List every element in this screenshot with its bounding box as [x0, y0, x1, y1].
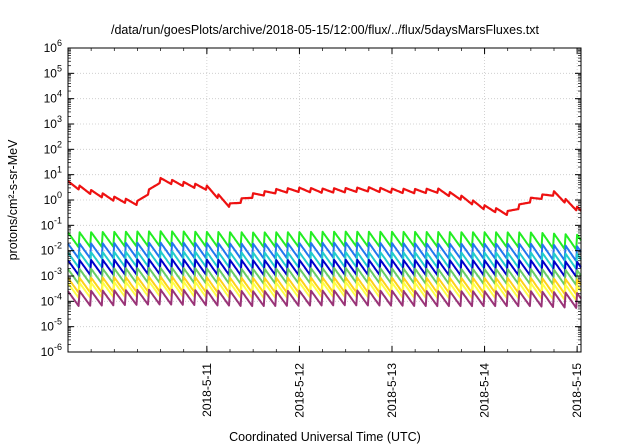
y-tick-base: 10: [44, 41, 58, 55]
y-tick-label: 103: [44, 114, 62, 131]
y-tick-exponent: -6: [54, 342, 62, 352]
y-tick-base: 10: [44, 92, 58, 106]
y-tick-base: 10: [44, 66, 58, 80]
y-tick-label: 10-3: [41, 266, 62, 283]
grid: [68, 48, 581, 352]
x-tick-label: 2018-5-11: [200, 363, 214, 417]
y-tick-exponent: 2: [57, 139, 62, 149]
y-tick-labels: 10610510410310210110010-110-210-310-410-…: [41, 38, 62, 359]
y-tick-base: 10: [41, 294, 55, 308]
y-tick-base: 10: [41, 218, 55, 232]
y-tick-base: 10: [44, 117, 58, 131]
y-tick-label: 106: [44, 38, 62, 55]
y-tick-exponent: 5: [57, 63, 62, 73]
y-tick-exponent: -3: [54, 266, 62, 276]
y-tick-exponent: -4: [54, 291, 62, 301]
y-tick-label: 104: [44, 89, 62, 106]
y-tick-exponent: 0: [57, 190, 62, 200]
y-tick-exponent: 1: [57, 165, 62, 175]
x-tick-label: 2018-5-13: [385, 363, 399, 418]
y-tick-exponent: 4: [57, 89, 62, 99]
y-tick-label: 10-4: [41, 291, 62, 308]
y-tick-label: 100: [44, 190, 62, 207]
y-tick-exponent: 6: [57, 38, 62, 48]
series-layer: [67, 176, 582, 309]
y-tick-exponent: -2: [54, 241, 62, 251]
series-line-1: [67, 176, 582, 216]
x-tick-label: 2018-5-12: [292, 363, 306, 418]
y-tick-label: 102: [44, 139, 62, 156]
y-tick-exponent: -5: [54, 317, 62, 327]
y-tick-base: 10: [44, 142, 58, 156]
series-line-3: [67, 241, 582, 263]
y-tick-base: 10: [44, 193, 58, 207]
y-tick-label: 10-5: [41, 317, 62, 334]
y-tick-exponent: -1: [54, 215, 62, 225]
plot-frame: [67, 47, 582, 353]
y-tick-label: 10-2: [41, 241, 62, 258]
y-tick-base: 10: [44, 168, 58, 182]
y-tick-base: 10: [41, 244, 55, 258]
y-tick-label: 105: [44, 63, 62, 80]
y-tick-base: 10: [41, 320, 55, 334]
y-tick-exponent: 3: [57, 114, 62, 124]
series-line-9: [67, 288, 582, 309]
x-tick-labels: 2018-5-11 2018-5-12 2018-5-13 2018-5-14 2018…: [200, 363, 584, 418]
x-tick-label: 2018-5-14: [478, 363, 492, 418]
y-tick-label: 10-6: [41, 342, 62, 359]
y-axis-label: protons/cm²-s-sr-MeV: [6, 139, 20, 261]
x-axis-label: Coordinated Universal Time (UTC): [229, 430, 421, 444]
x-tick-label: 2018-5-15: [570, 363, 584, 418]
chart-title: /data/run/goesPlots/archive/2018-05-15/1…: [111, 23, 540, 37]
y-tick-base: 10: [41, 345, 55, 359]
y-tick-label: 10-1: [41, 215, 62, 232]
series-line-2: [67, 230, 582, 251]
y-tick-base: 10: [41, 269, 55, 283]
y-tick-label: 101: [44, 165, 62, 182]
ticks: [68, 47, 581, 353]
